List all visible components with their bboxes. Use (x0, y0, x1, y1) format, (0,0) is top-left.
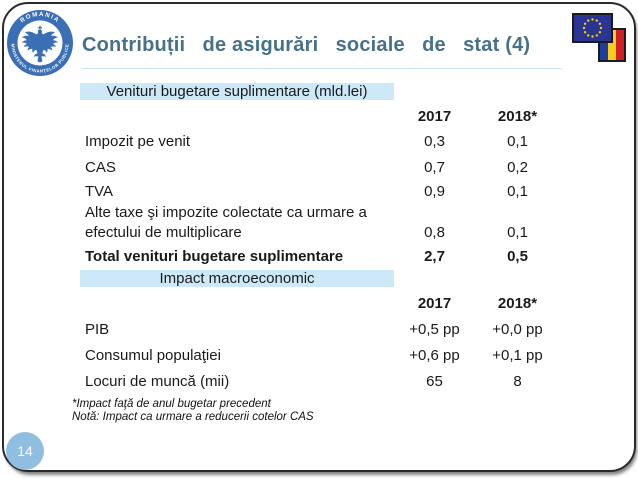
table1-header-row: Venituri bugetare suplimentare (mld.lei) (80, 80, 560, 103)
table1-header: Venituri bugetare suplimentare (mld.lei) (80, 83, 394, 100)
table-row: Impozit pe venit 0,3 0,1 (80, 129, 560, 154)
row-value-2017: 0,9 (424, 182, 445, 200)
table-row: PIB +0,5 pp +0,0 pp (80, 316, 560, 342)
table1-col-2018: 2018* (497, 107, 538, 125)
footnote-line: Notă: Impact ca urmare a reducerii cotel… (72, 411, 314, 423)
row-label: TVA (85, 182, 114, 200)
table-venituri-bugetare: Venituri bugetare suplimentare (mld.lei)… (80, 80, 560, 268)
footnote-line: *Impact faţă de anul bugetar precedent (72, 398, 271, 410)
row-value-2018: 8 (513, 372, 522, 390)
row-label: CAS (85, 158, 116, 176)
row-value-2018: 0,2 (507, 158, 528, 176)
row-value-2017: 0,7 (424, 158, 445, 176)
row-value-2017: 0,8 (424, 224, 445, 241)
table-row: Locuri de muncă (mii) 65 8 (80, 368, 560, 394)
table-row: CAS 0,7 0,2 (80, 154, 560, 180)
row-value-2018: 0,1 (507, 133, 528, 150)
title-underline (82, 68, 562, 69)
page-number-badge: 14 (6, 432, 44, 470)
row-value-2017: 65 (426, 372, 443, 390)
ministry-of-finance-seal-icon: ROMANIA MINISTERUL FINANŢELOR PUBLICE (6, 9, 74, 77)
row-value-2017: 2,7 (424, 247, 445, 265)
table2-year-row: 2017 2018* (80, 290, 560, 316)
row-value-2018: +0,0 pp (492, 320, 543, 338)
row-label: Alte taxe şi impozite colectate ca urmar… (85, 204, 367, 241)
table-row: Consumul populaţiei +0,6 pp +0,1 pp (80, 342, 560, 368)
table-impact-macroeconomic: Impact macroeconomic 2017 2018* PIB +0,5… (80, 267, 560, 394)
table1-year-row: 2017 2018* (80, 103, 560, 129)
table2-col-2018: 2018* (497, 294, 538, 312)
row-value-2017: +0,6 pp (409, 346, 460, 364)
row-label: Impozit pe venit (85, 133, 191, 150)
slide-frame (2, 2, 636, 472)
table1-col-2017: 2017 (417, 107, 452, 125)
row-value-2018: 0,1 (507, 182, 528, 200)
row-value-2018: 0,1 (507, 224, 528, 241)
table2-col-2017: 2017 (417, 294, 452, 312)
table-row: Alte taxe şi impozite colectate ca urmar… (80, 202, 560, 244)
table2-header: Impact macroeconomic (80, 270, 394, 287)
table-row-total: Total venituri bugetare suplimentare 2,7… (80, 244, 560, 268)
row-label: Total venituri bugetare suplimentare (85, 247, 344, 265)
row-label: Locuri de muncă (mii) (85, 372, 230, 390)
row-value-2017: 0,3 (424, 133, 445, 150)
row-label: PIB (85, 320, 110, 338)
eu-flag-icon (572, 13, 613, 43)
footnotes: *Impact faţă de anul bugetar precedent N… (72, 398, 314, 424)
row-value-2018: 0,5 (507, 247, 528, 265)
row-value-2018: +0,1 pp (492, 346, 543, 364)
row-value-2017: +0,5 pp (409, 320, 460, 338)
table-row: TVA 0,9 0,1 (80, 180, 560, 202)
row-label: Consumul populaţiei (85, 346, 221, 364)
table2-header-row: Impact macroeconomic (80, 267, 560, 290)
slide-title: Contribuții de asigurări sociale de stat… (82, 34, 531, 56)
